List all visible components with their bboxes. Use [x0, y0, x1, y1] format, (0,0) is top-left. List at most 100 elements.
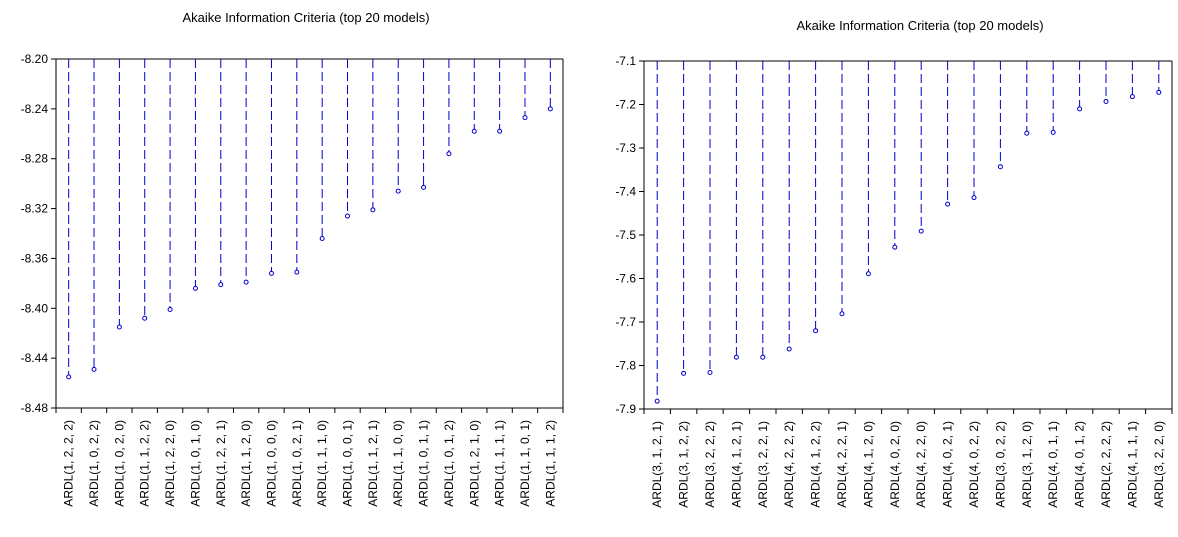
chart-right-point	[918, 228, 924, 234]
chart-left-category-label: ARDL(1, 2, 1, 0)	[467, 420, 481, 507]
chart-right-marks	[654, 61, 1162, 404]
chart-right-y-tick-label: -7.5	[615, 228, 636, 242]
chart-left-point	[66, 374, 72, 380]
chart-left-category-label: ARDL(1, 0, 1, 0)	[188, 420, 202, 507]
chart-left-axes	[55, 58, 564, 409]
chart-right-category-label: ARDL(4, 0, 2, 2)	[967, 421, 981, 508]
chart-left-category-label: ARDL(1, 0, 0, 1)	[341, 420, 355, 507]
chart-right-point	[865, 271, 871, 277]
chart-right-y-tick-label: -7.8	[615, 359, 636, 373]
aic-chart-right-svg: Akaike Information Criteria (top 20 mode…	[615, 18, 1173, 508]
chart-left-point	[91, 366, 97, 372]
chart-right-point	[892, 244, 898, 250]
chart-left-y-tick-label: -8.28	[21, 152, 49, 166]
chart-left-title: Akaike Information Criteria (top 20 mode…	[182, 10, 429, 25]
chart-left-point	[345, 213, 351, 219]
chart-left-category-label: ARDL(1, 1, 2, 0)	[239, 420, 253, 507]
chart-right-y-tick-label: -7.4	[615, 185, 636, 199]
chart-left-category-label: ARDL(1, 1, 1, 1)	[493, 420, 507, 507]
chart-left-category-label: ARDL(1, 0, 0, 0)	[264, 420, 278, 507]
chart-right-title: Akaike Information Criteria (top 20 mode…	[796, 18, 1043, 33]
chart-right-point	[997, 164, 1003, 170]
chart-left-category-label: ARDL(1, 0, 2, 1)	[290, 420, 304, 507]
chart-left-y-tick-label: -8.48	[21, 401, 49, 415]
chart-right-category-label: ARDL(3, 0, 2, 2)	[993, 421, 1007, 508]
chart-left-category-label: ARDL(1, 0, 1, 2)	[442, 420, 456, 507]
chart-right-y-tick-label: -7.1	[615, 54, 636, 68]
chart-right-category-label: ARDL(3, 2, 2, 2)	[703, 421, 717, 508]
chart-right-point	[760, 354, 766, 360]
chart-right-category-label: ARDL(4, 0, 1, 2)	[1073, 421, 1087, 508]
chart-left-category-label: ARDL(1, 0, 1, 1)	[417, 420, 431, 507]
chart-right-y-tick-label: -7.9	[615, 402, 636, 416]
chart-left-y-tick-label: -8.32	[21, 202, 49, 216]
chart-left-point	[421, 184, 427, 190]
aic-chart-right: Akaike Information Criteria (top 20 mode…	[590, 0, 1178, 537]
chart-left-y-ticks: -8.20 -8.24 -8.28 -8.32 -8.36 -8.40 -8.44 -8.48	[21, 52, 56, 415]
chart-right-axes	[643, 60, 1173, 410]
chart-right-point	[1129, 94, 1135, 100]
chart-left-point	[471, 128, 477, 134]
chart-right-category-label: ARDL(3, 1, 2, 0)	[1020, 421, 1034, 508]
chart-right-category-label: ARDL(4, 2, 2, 0)	[914, 421, 928, 508]
chart-right-category-label: ARDL(4, 1, 2, 0)	[861, 421, 875, 508]
chart-left-category-label: ARDL(1, 1, 1, 0)	[315, 420, 329, 507]
chart-left-y-tick-label: -8.40	[21, 301, 49, 315]
chart-left-category-label: ARDL(1, 1, 0, 1)	[518, 420, 532, 507]
chart-right-y-tick-label: -7.2	[615, 98, 636, 112]
chart-left-point	[497, 128, 503, 134]
chart-right-point	[654, 398, 660, 404]
chart-left-point	[370, 207, 376, 213]
chart-left-category-label: ARDL(1, 1, 2, 2)	[138, 420, 152, 507]
chart-right-point	[681, 370, 687, 376]
chart-right-category-label: ARDL(3, 1, 2, 2)	[677, 421, 691, 508]
chart-right-category-label: ARDL(4, 1, 2, 2)	[809, 421, 823, 508]
chart-right-y-tick-label: -7.6	[615, 272, 636, 286]
chart-left-point	[522, 115, 528, 121]
chart-right-point	[1156, 89, 1162, 95]
chart-left-category-label: ARDL(1, 1, 2, 1)	[366, 420, 380, 507]
chart-left-point	[446, 151, 452, 157]
chart-left-y-tick-label: -8.20	[21, 52, 49, 66]
chart-left-y-tick-label: -8.44	[21, 351, 49, 365]
chart-right-y-ticks: -7.1 -7.2 -7.3 -7.4 -7.5 -7.6 -7.7 -7.8 -7.9	[615, 54, 644, 416]
chart-left-marks	[66, 59, 553, 380]
chart-right-category-label: ARDL(4, 0, 1, 1)	[1046, 421, 1060, 508]
chart-right-category-label: ARDL(2, 2, 2, 2)	[1099, 421, 1113, 508]
chart-right-point	[813, 328, 819, 334]
chart-left-point	[192, 285, 198, 291]
chart-left-category-label: ARDL(1, 1, 1, 2)	[543, 420, 557, 507]
chart-left-category-label: ARDL(1, 0, 2, 2)	[87, 420, 101, 507]
chart-right-category-label: ARDL(3, 2, 2, 0)	[1152, 421, 1166, 508]
chart-right-category-label: ARDL(4, 2, 2, 2)	[782, 421, 796, 508]
chart-left-point	[395, 188, 401, 194]
chart-right-point	[1024, 130, 1030, 136]
chart-right-point	[1077, 106, 1083, 112]
chart-left-category-label: ARDL(1, 2, 2, 1)	[214, 420, 228, 507]
chart-right-y-tick-label: -7.7	[615, 315, 636, 329]
chart-left-category-label: ARDL(1, 2, 2, 2)	[62, 420, 76, 507]
chart-left-category-label: ARDL(1, 1, 0, 0)	[391, 420, 405, 507]
chart-right-category-label: ARDL(3, 2, 2, 1)	[756, 421, 770, 508]
chart-left-point	[547, 106, 553, 112]
chart-right-category-label: ARDL(4, 1, 1, 1)	[1125, 421, 1139, 508]
chart-right-category-label: ARDL(3, 1, 2, 1)	[650, 421, 664, 508]
chart-left-point	[319, 235, 325, 241]
chart-right-category-label: ARDL(4, 0, 2, 0)	[888, 421, 902, 508]
chart-left-categories: ARDL(1, 2, 2, 2) ARDL(1, 0, 2, 2) ARDL(1, …	[55, 408, 564, 507]
chart-left-point	[218, 282, 224, 288]
chart-left-point	[167, 307, 173, 313]
chart-right-point	[707, 369, 713, 375]
chart-left-category-label: ARDL(1, 0, 2, 0)	[112, 420, 126, 507]
chart-right-point	[786, 346, 792, 352]
chart-right-categories: ARDL(3, 1, 2, 1) ARDL(3, 1, 2, 2) ARDL(3, …	[643, 409, 1173, 508]
aic-chart-left: Akaike Information Criteria (top 20 mode…	[0, 0, 585, 537]
chart-right-point	[1103, 98, 1109, 104]
chart-left-point	[142, 315, 148, 321]
chart-left-category-label: ARDL(1, 2, 2, 0)	[163, 420, 177, 507]
chart-left-point	[243, 279, 249, 285]
chart-right-point	[839, 311, 845, 317]
chart-left-point	[294, 269, 300, 275]
chart-right-category-label: ARDL(4, 0, 2, 1)	[941, 421, 955, 508]
chart-right-point	[971, 195, 977, 201]
